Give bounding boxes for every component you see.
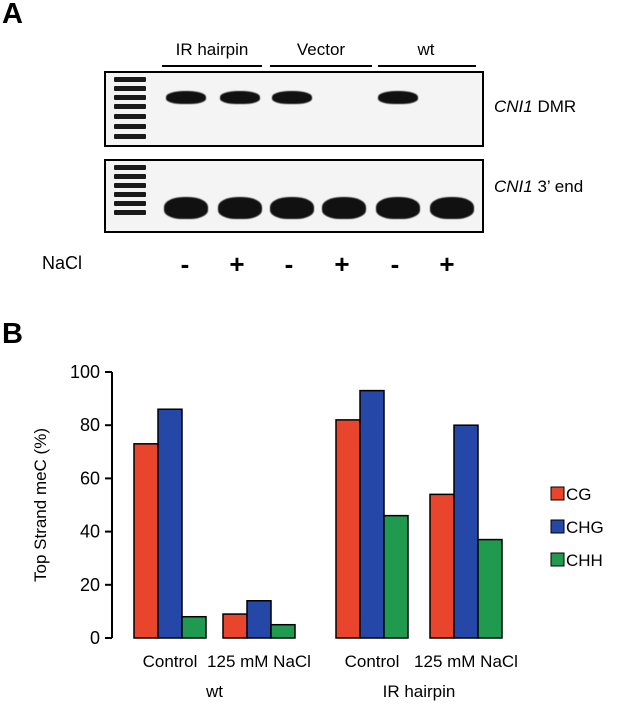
group-line-ir-hairpin bbox=[162, 65, 262, 67]
ladder-band bbox=[114, 134, 146, 139]
bar-cg bbox=[335, 419, 361, 639]
region-name: 3’ end bbox=[532, 177, 584, 196]
bar-chh bbox=[477, 538, 503, 639]
ladder-band bbox=[114, 210, 146, 215]
y-tick-label: 0 bbox=[90, 628, 100, 648]
gel-band bbox=[218, 197, 262, 219]
y-tick-label: 20 bbox=[80, 575, 100, 595]
nacl-sign: + bbox=[334, 249, 350, 279]
bar-cg bbox=[429, 493, 455, 639]
legend-label: CHH bbox=[566, 551, 603, 570]
category-label: 125 mM NaCl bbox=[414, 652, 518, 671]
group-label-vector: Vector bbox=[296, 40, 346, 59]
gel-band bbox=[430, 197, 474, 219]
ladder-band bbox=[114, 201, 146, 206]
group-label-ir-hairpin: IR hairpin bbox=[175, 40, 249, 59]
y-tick-label: 40 bbox=[80, 522, 100, 542]
ladder-band bbox=[114, 104, 146, 109]
gel-label-dmr: CNI1 DMR bbox=[494, 97, 576, 117]
bar-chh bbox=[181, 615, 207, 639]
gel-3-end bbox=[104, 159, 484, 233]
gene-name: CNI1 bbox=[494, 177, 533, 196]
ladder-band bbox=[114, 183, 146, 188]
ladder-band bbox=[114, 114, 146, 119]
gel-band bbox=[164, 197, 208, 219]
bar-chh bbox=[270, 623, 296, 639]
chart-axes: 0 20 40 60 80 100 Top Strand meC (%) bbox=[31, 362, 113, 648]
legend-swatch bbox=[550, 552, 565, 567]
bar-chg bbox=[246, 600, 272, 639]
y-tick-label: 80 bbox=[80, 415, 100, 435]
panel-b-letter: B bbox=[2, 318, 23, 350]
chart-bars bbox=[133, 389, 503, 639]
ladder-band bbox=[114, 192, 146, 197]
gel-label-3-end: CNI1 3’ end bbox=[494, 177, 583, 197]
gel-band bbox=[220, 91, 260, 104]
ladder-band bbox=[114, 86, 146, 91]
category-label: Control bbox=[345, 652, 400, 671]
group-label: IR hairpin bbox=[383, 682, 456, 701]
ladder-band bbox=[114, 165, 146, 170]
group-line-wt bbox=[378, 65, 476, 67]
nacl-sign: + bbox=[439, 249, 455, 279]
gel-band bbox=[270, 197, 314, 219]
gel-band bbox=[376, 197, 420, 219]
panel-a-letter: A bbox=[2, 0, 23, 30]
gel-band bbox=[272, 91, 312, 104]
nacl-label: NaCl bbox=[42, 253, 83, 273]
nacl-sign: + bbox=[229, 249, 245, 279]
group-label-wt: wt bbox=[417, 40, 435, 59]
gel-band bbox=[322, 197, 366, 219]
gene-name: CNI1 bbox=[494, 97, 533, 116]
ladder-band bbox=[114, 77, 146, 82]
gel-band bbox=[378, 91, 418, 104]
chart-legend: CG CHG CHH bbox=[550, 485, 604, 570]
nacl-sign: - bbox=[390, 249, 400, 279]
y-tick-label: 60 bbox=[80, 468, 100, 488]
region-name: DMR bbox=[532, 97, 577, 116]
legend-swatch bbox=[550, 486, 565, 501]
group-line-vector bbox=[270, 65, 372, 67]
ladder-band bbox=[114, 95, 146, 100]
ladder-band bbox=[114, 124, 146, 129]
bar-chg bbox=[453, 424, 479, 639]
bar-chg bbox=[359, 389, 385, 639]
bar-cg bbox=[133, 443, 159, 639]
legend-label: CHG bbox=[566, 518, 604, 537]
chart-labels: Control 125 mM NaCl Control 125 mM NaCl wt IR… bbox=[143, 652, 518, 701]
ladder-band bbox=[114, 174, 146, 179]
gel-dmr bbox=[104, 71, 484, 147]
y-axis-label: Top Strand meC (%) bbox=[31, 428, 50, 582]
category-label: Control bbox=[143, 652, 198, 671]
bar-chg bbox=[157, 408, 183, 639]
bar-cg bbox=[222, 613, 248, 639]
gel-band bbox=[166, 91, 206, 104]
nacl-sign: - bbox=[284, 249, 294, 279]
legend-swatch bbox=[550, 519, 565, 534]
y-tick-label: 100 bbox=[70, 362, 100, 382]
category-label: 125 mM NaCl bbox=[207, 652, 311, 671]
nacl-sign: - bbox=[180, 249, 190, 279]
group-label: wt bbox=[205, 682, 223, 701]
bar-chh bbox=[383, 514, 409, 639]
legend-label: CG bbox=[566, 485, 592, 504]
